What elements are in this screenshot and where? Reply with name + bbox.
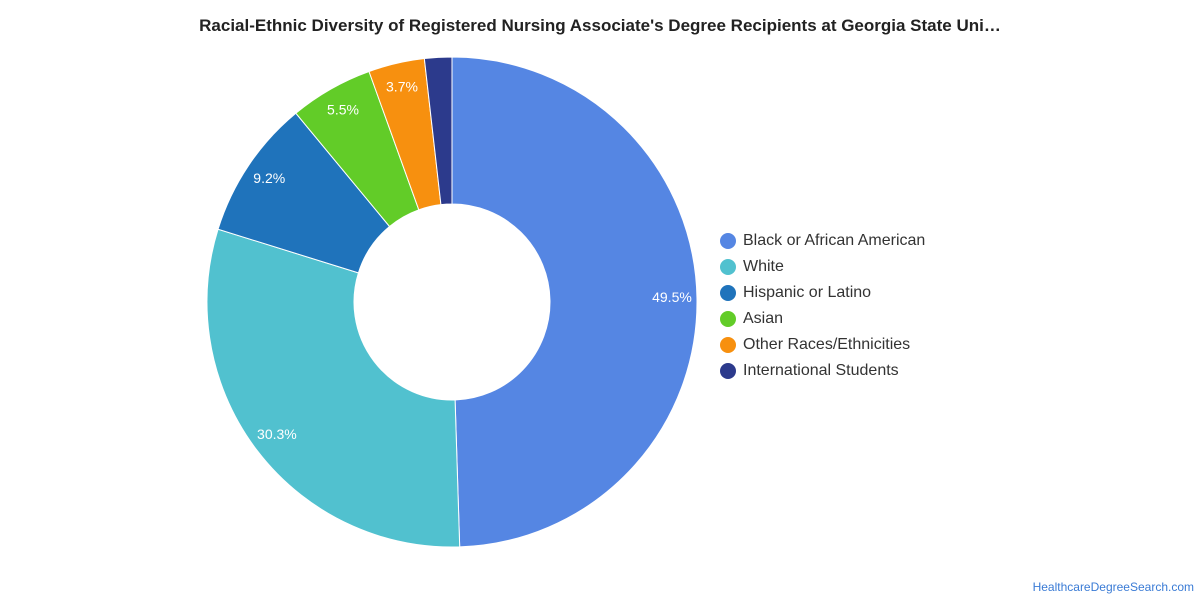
slice-label-black-or-african-american: 49.5% [652,289,692,305]
legend-label: White [743,258,784,275]
legend-item-asian[interactable]: Asian [720,306,925,332]
legend-label: Hispanic or Latino [743,284,872,301]
chart-title: Racial-Ethnic Diversity of Registered Nu… [199,16,1001,35]
donut-slice-labels: 49.5% 30.3% 9.2% 5.5% 3.7% [253,78,692,441]
slice-black-or-african-american[interactable] [451,56,698,548]
legend-swatch-icon [720,311,736,327]
legend-swatch-icon [720,285,736,301]
legend-swatch-icon [720,233,736,249]
legend-swatch-icon [720,363,736,379]
slice-international-students[interactable] [423,56,453,206]
legend-label: Black or African American [743,232,926,249]
legend-label: International Students [743,362,899,379]
legend-item-hispanic-or-latino[interactable]: Hispanic or Latino [720,280,925,306]
legend-item-other-races-ethnicities[interactable]: Other Races/Ethnicities [720,332,925,358]
donut-slices [206,56,698,548]
legend-item-white[interactable]: White [720,254,925,280]
slice-label-asian: 5.5% [327,102,359,118]
legend-item-international-students[interactable]: International Students [720,358,925,384]
slice-label-other-races-ethnicities: 3.7% [386,78,418,94]
slice-label-white: 30.3% [257,426,297,442]
legend-item-black-or-african-american[interactable]: Black or African American [720,228,925,254]
legend-label: Asian [743,310,784,327]
legend-swatch-icon [720,337,736,353]
slice-white[interactable] [206,228,461,548]
source-link[interactable]: HealthcareDegreeSearch.com [1032,580,1194,594]
slice-label-hispanic-or-latino: 9.2% [253,170,285,186]
legend-label: Other Races/Ethnicities [743,336,911,353]
chart-legend: Black or African American White Hispanic o… [720,228,925,384]
legend-swatch-icon [720,259,736,275]
